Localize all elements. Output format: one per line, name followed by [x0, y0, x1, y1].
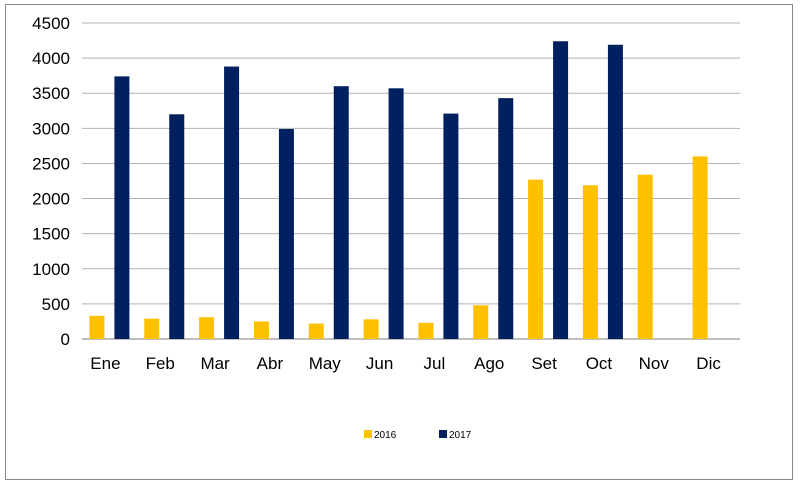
bar-2017-set — [553, 41, 569, 339]
x-tick-label: Feb — [146, 354, 175, 373]
y-tick-label: 2000 — [32, 190, 70, 209]
bar-2017-feb — [169, 114, 185, 340]
bar-2017-mar — [224, 66, 240, 339]
bars — [89, 41, 708, 340]
x-tick-label: Dic — [696, 354, 721, 373]
bar-2017-may — [333, 86, 349, 339]
bar-2017-jun — [388, 88, 404, 339]
y-tick-label: 3000 — [32, 119, 70, 138]
bar-2016-dic — [692, 156, 708, 339]
legend-swatch-2017 — [439, 430, 447, 438]
y-tick-label: 500 — [42, 295, 70, 314]
y-tick-label: 2500 — [32, 154, 70, 173]
gridlines — [82, 22, 740, 340]
bar-2016-abr — [253, 321, 269, 339]
y-tick-label: 3500 — [32, 84, 70, 103]
legend-label-2017: 2017 — [449, 430, 472, 441]
legend-label-2016: 2016 — [374, 430, 397, 441]
y-tick-label: 1500 — [32, 225, 70, 244]
y-tick-label: 4500 — [32, 14, 70, 33]
y-tick-label: 4000 — [32, 49, 70, 68]
bar-2016-may — [308, 323, 324, 339]
x-tick-label: Jun — [366, 354, 393, 373]
bar-2017-jul — [443, 113, 459, 339]
legend-swatch-2016 — [364, 430, 372, 438]
bar-2016-mar — [199, 317, 215, 339]
x-tick-label: May — [309, 354, 342, 373]
bar-2016-ago — [473, 305, 489, 339]
bar-2017-ene — [114, 76, 130, 339]
bar-2016-jun — [363, 319, 379, 339]
x-tick-label: Abr — [257, 354, 284, 373]
bar-2016-feb — [144, 318, 160, 339]
x-tick-label: Set — [531, 354, 557, 373]
y-tick-label: 0 — [61, 330, 70, 349]
bar-2016-set — [528, 179, 544, 339]
bar-2016-jul — [418, 322, 434, 339]
x-tick-label: Mar — [200, 354, 230, 373]
x-tick-label: Oct — [586, 354, 613, 373]
y-tick-label: 1000 — [32, 260, 70, 279]
bar-2017-oct — [607, 44, 623, 339]
bar-2016-oct — [582, 185, 598, 339]
bar-2016-nov — [637, 174, 653, 339]
x-axis-ticks: Ene Feb Mar Abr May Jun Jul Ago Set Oct Nov Dic — [90, 354, 721, 373]
legend: 2016 2017 — [364, 430, 472, 441]
bar-2017-ago — [498, 98, 514, 339]
x-tick-label: Ago — [474, 354, 504, 373]
x-tick-label: Ene — [90, 354, 120, 373]
bar-2016-ene — [89, 315, 105, 339]
y-axis-ticks: 0 500 1000 1500 2000 2500 3000 3500 4000 4500 — [32, 14, 70, 349]
x-tick-label: Nov — [639, 354, 670, 373]
x-tick-label: Jul — [424, 354, 446, 373]
bar-2017-abr — [278, 129, 294, 339]
